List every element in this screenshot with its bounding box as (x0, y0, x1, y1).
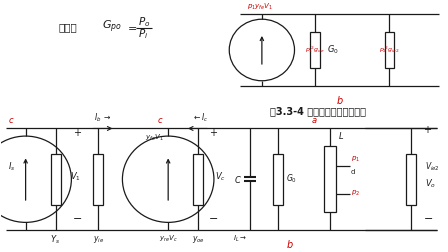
Text: $G_0$: $G_0$ (286, 173, 297, 185)
Bar (324, 146, 336, 212)
Text: $V_1$: $V_1$ (70, 170, 81, 183)
Text: −: − (73, 214, 82, 225)
Text: $p_1$: $p_1$ (351, 155, 360, 164)
Text: $V_c$: $V_c$ (215, 170, 226, 183)
Bar (51, 154, 60, 205)
Text: $C$: $C$ (234, 174, 242, 185)
Bar (384, 32, 395, 68)
Text: $\leftarrow I_c$: $\leftarrow I_c$ (192, 111, 208, 124)
Text: $G_0$: $G_0$ (327, 44, 339, 56)
Text: +: + (423, 125, 431, 135)
Bar (273, 154, 283, 205)
Text: $p_2$: $p_2$ (351, 189, 360, 198)
Bar (310, 32, 320, 68)
Text: $y_{ie}$: $y_{ie}$ (93, 234, 104, 245)
Text: $L$: $L$ (338, 131, 344, 141)
Text: −: − (423, 214, 433, 225)
Text: $Y_s$: $Y_s$ (51, 234, 60, 246)
Bar (193, 154, 203, 205)
Text: $V_o$: $V_o$ (425, 178, 436, 190)
Text: $=$: $=$ (125, 22, 138, 32)
Text: $y_{re}V_c$: $y_{re}V_c$ (159, 234, 178, 244)
Text: $y_{oe}$: $y_{oe}$ (192, 234, 205, 245)
Text: $V_{ie2}$: $V_{ie2}$ (425, 161, 440, 173)
Text: $I_s$: $I_s$ (8, 161, 15, 173)
Text: +: + (73, 128, 82, 138)
Text: $b$: $b$ (336, 94, 344, 106)
Text: $G_{po}$: $G_{po}$ (103, 19, 122, 35)
Text: $I_b\ \rightarrow$: $I_b\ \rightarrow$ (94, 111, 112, 124)
Text: −: − (208, 214, 218, 225)
Text: c: c (9, 116, 13, 125)
Text: $p_1^{\ 2}g_{oe}$: $p_1^{\ 2}g_{oe}$ (305, 45, 325, 55)
Text: $P_o$: $P_o$ (138, 15, 151, 29)
Text: $p_2^{\ 2}g_{ie2}$: $p_2^{\ 2}g_{ie2}$ (379, 45, 400, 55)
Text: $p_1 y_{fe} V_1$: $p_1 y_{fe} V_1$ (247, 2, 273, 12)
Text: $P_i$: $P_i$ (138, 27, 148, 41)
Text: $b$: $b$ (286, 238, 293, 250)
Text: 谐振时: 谐振时 (59, 22, 77, 32)
Text: c: c (158, 116, 163, 125)
Text: $I_L \rightarrow$: $I_L \rightarrow$ (233, 234, 247, 244)
Bar (93, 154, 103, 205)
Text: a: a (312, 116, 317, 125)
Text: 图3.3-4 谐振时的简化等效电路: 图3.3-4 谐振时的简化等效电路 (270, 107, 366, 117)
Text: +: + (209, 128, 217, 138)
Text: $y_{fe}V_1$: $y_{fe}V_1$ (145, 133, 163, 143)
Bar (406, 154, 416, 205)
Text: d: d (351, 169, 355, 175)
